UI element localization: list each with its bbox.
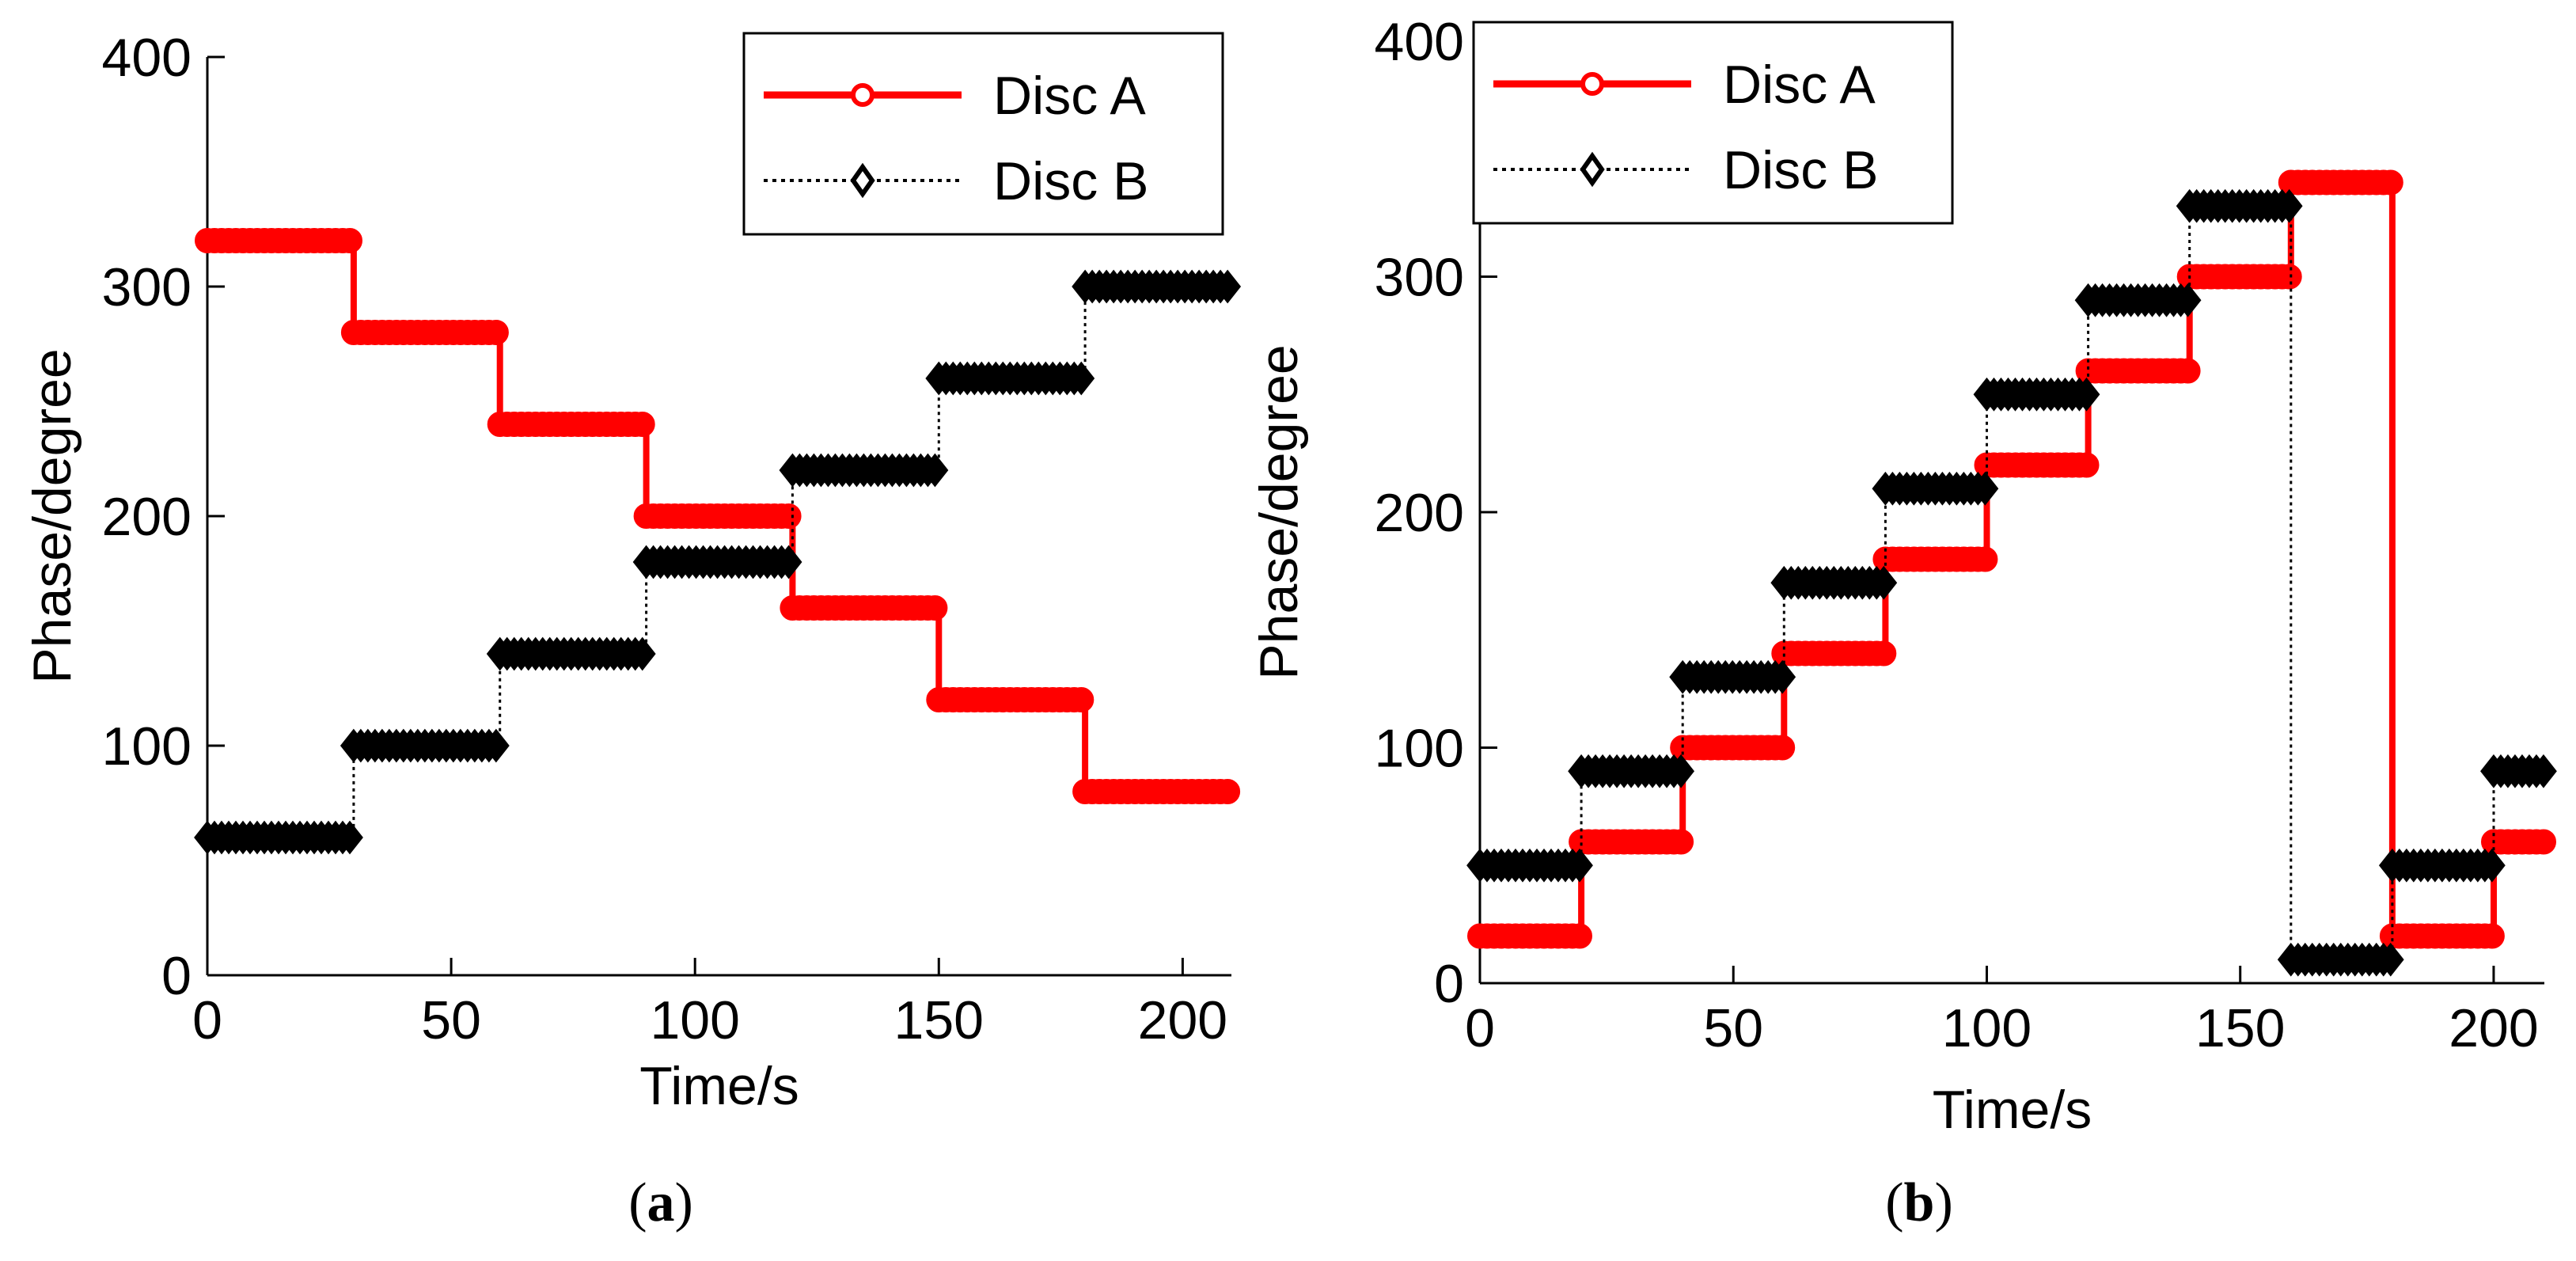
series-disc-a	[195, 228, 1241, 804]
data-point	[629, 412, 655, 437]
legend-label: Disc B	[1723, 140, 1878, 200]
y-tick-label: 400	[102, 28, 192, 88]
data-point	[2530, 754, 2557, 788]
legend-marker-circle-icon	[851, 83, 874, 107]
x-axis-title: Time/s	[1933, 1080, 2092, 1140]
data-point	[1214, 269, 1242, 304]
caption-b: (b)	[1885, 1172, 1953, 1233]
data-point	[1871, 640, 1897, 667]
x-tick-label: 100	[1942, 998, 2032, 1058]
data-point	[1769, 659, 1796, 694]
data-point	[775, 545, 802, 579]
legend-box	[742, 32, 1224, 236]
data-point	[1971, 471, 1999, 506]
y-axis-title: Phase/degree	[1249, 344, 1309, 679]
data-point	[1566, 848, 1593, 883]
x-tick-label: 100	[650, 990, 739, 1050]
data-point	[1668, 829, 1694, 855]
series-disc-b	[1466, 188, 2557, 977]
legend-label: Disc B	[993, 151, 1148, 211]
data-point	[2377, 942, 2404, 977]
data-point	[1770, 735, 1796, 761]
series-disc-a	[1467, 169, 2556, 949]
y-tick-label: 200	[102, 487, 192, 547]
data-point	[1068, 687, 1095, 712]
x-tick-label: 200	[1138, 990, 1227, 1050]
legend-marker-circle-icon	[1580, 72, 1604, 96]
x-tick-label: 150	[894, 990, 984, 1050]
data-point	[2276, 264, 2302, 290]
data-point	[2073, 452, 2100, 478]
x-tick-label: 50	[421, 990, 481, 1050]
data-point	[921, 453, 949, 488]
legend-label: Disc A	[1723, 55, 1876, 115]
data-point	[1567, 923, 1592, 949]
legend-box	[1472, 21, 1954, 225]
legend-label: Disc A	[993, 66, 1146, 126]
data-point	[2478, 848, 2506, 883]
chart-panel-b: 0 100 200 300 400 0 50 100 150 200 Time/s Phase/deg…	[1249, 12, 2557, 1140]
data-point	[1068, 361, 1095, 396]
data-point	[1870, 565, 1898, 600]
series-line	[1480, 179, 2544, 940]
data-point	[336, 820, 363, 855]
data-point	[337, 228, 362, 253]
y-tick-label: 0	[161, 946, 192, 1006]
caption-b-letter: b	[1903, 1172, 1935, 1233]
data-point	[2175, 358, 2201, 384]
data-point	[922, 595, 948, 621]
y-tick-label: 100	[1375, 719, 1464, 779]
y-tick-label: 400	[1375, 12, 1464, 72]
y-tick-label: 300	[1375, 248, 1464, 308]
series-disc-b	[194, 269, 1242, 855]
x-axis-title: Time/s	[639, 1056, 799, 1116]
data-point	[482, 728, 510, 763]
legend-marker-diamond-icon	[1580, 151, 1605, 188]
x-tick-label: 0	[1465, 998, 1495, 1058]
x-tick-label: 0	[192, 990, 222, 1050]
caption-a-letter: a	[647, 1172, 675, 1233]
data-point	[2275, 188, 2303, 223]
data-point	[2073, 377, 2100, 412]
y-axis-title: Phase/degree	[22, 348, 82, 683]
caption-a: (a)	[628, 1172, 693, 1233]
y-tick-label: 0	[1434, 954, 1464, 1014]
data-point	[628, 636, 656, 671]
x-tick-label: 50	[1703, 998, 1763, 1058]
legend: Disc A Disc B	[1472, 21, 1954, 225]
y-tick-label: 100	[102, 716, 192, 777]
x-tick-label: 200	[2449, 998, 2538, 1058]
chart-panel-a: 0 100 200 300 400 0 50 100 150 200 Time/s Phase/deg…	[22, 28, 1242, 1116]
data-point	[2479, 923, 2505, 949]
x-tick-label: 150	[2195, 998, 2285, 1058]
data-point	[1972, 546, 1998, 572]
data-point	[1667, 754, 1695, 788]
data-point	[483, 320, 509, 345]
data-point	[1215, 779, 1241, 804]
legend: Disc A Disc B	[742, 32, 1224, 236]
data-point	[776, 503, 802, 529]
data-point	[2174, 283, 2202, 317]
y-tick-label: 200	[1375, 483, 1464, 543]
data-point	[2377, 169, 2403, 196]
legend-marker-diamond-icon	[850, 162, 875, 199]
data-point	[2531, 829, 2556, 855]
y-tick-label: 300	[102, 257, 192, 317]
